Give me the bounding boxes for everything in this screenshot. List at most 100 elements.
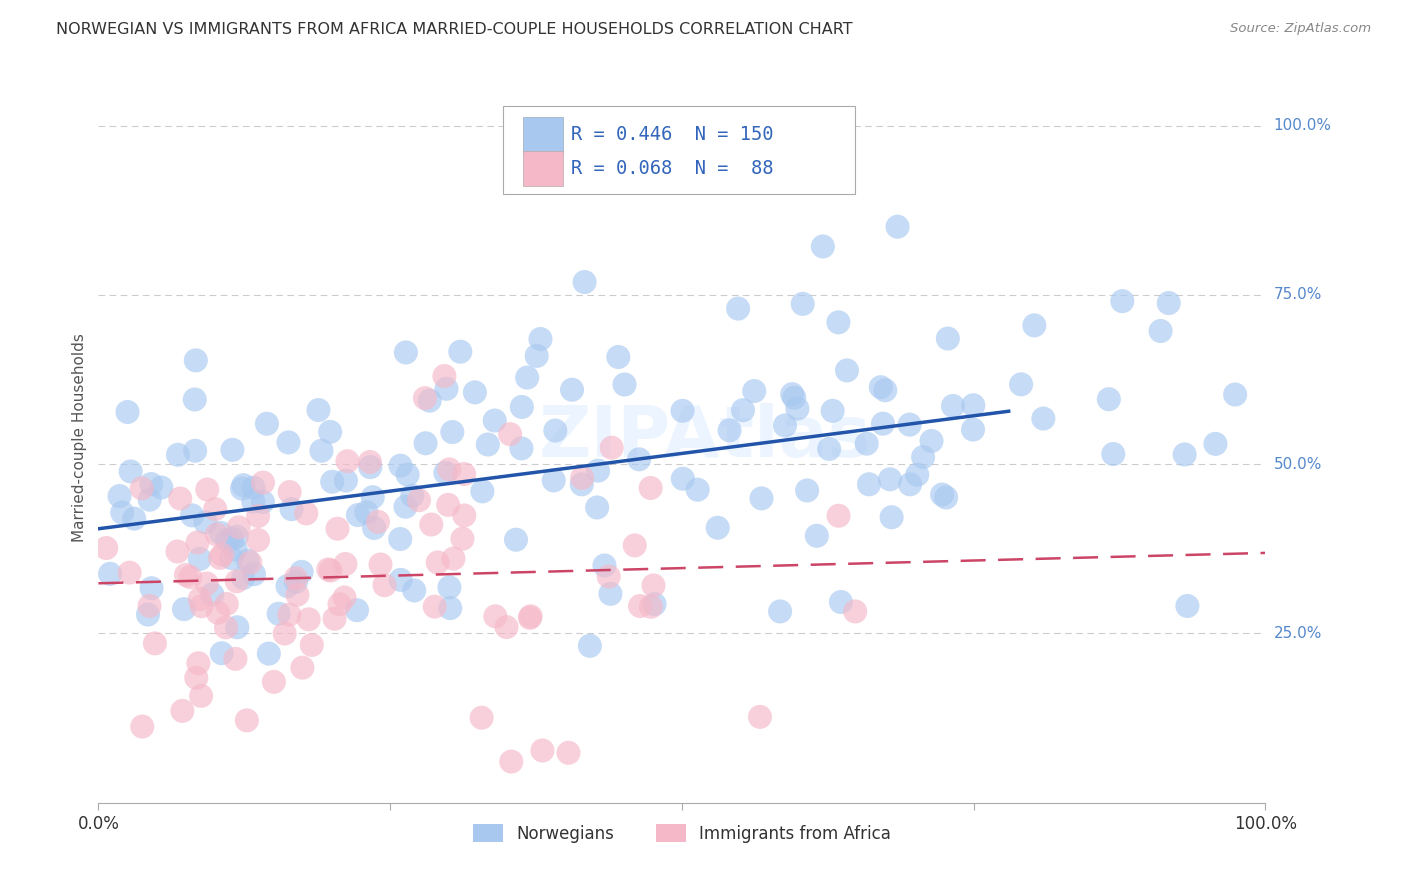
Point <box>543 474 565 488</box>
Point <box>257 647 280 661</box>
Point <box>505 533 527 547</box>
Point <box>593 558 616 573</box>
Point <box>792 297 814 311</box>
Point <box>217 533 239 547</box>
Point <box>225 574 247 589</box>
Point <box>396 467 419 482</box>
Point <box>215 620 238 634</box>
Point <box>323 612 346 626</box>
Point <box>256 417 278 431</box>
Point <box>111 506 134 520</box>
Point <box>441 425 464 439</box>
Point <box>439 580 461 594</box>
Point <box>138 599 160 613</box>
Point <box>936 332 959 346</box>
Point <box>935 491 957 505</box>
Point <box>571 471 593 485</box>
Point <box>335 557 357 571</box>
Point <box>290 565 312 579</box>
Point <box>510 442 533 456</box>
Point <box>336 454 359 468</box>
Point <box>962 423 984 437</box>
Point <box>295 506 318 520</box>
Point <box>278 607 301 622</box>
Point <box>172 704 194 718</box>
Point <box>827 315 849 329</box>
Point <box>672 472 695 486</box>
Point <box>413 391 436 405</box>
Point <box>844 604 866 618</box>
Point <box>623 538 645 552</box>
Point <box>195 576 218 591</box>
Point <box>484 609 506 624</box>
Point <box>287 588 309 602</box>
Point <box>308 403 330 417</box>
Point <box>239 556 262 570</box>
Point <box>179 570 201 584</box>
FancyBboxPatch shape <box>523 151 562 186</box>
Point <box>190 689 212 703</box>
Point <box>898 417 921 432</box>
Point <box>471 711 494 725</box>
Point <box>188 592 211 607</box>
Point <box>252 475 274 490</box>
Point <box>453 508 475 523</box>
Point <box>1204 437 1226 451</box>
Point <box>598 569 620 583</box>
Point <box>574 275 596 289</box>
FancyBboxPatch shape <box>523 118 562 153</box>
Point <box>501 755 523 769</box>
Point <box>471 484 494 499</box>
Point <box>231 482 253 496</box>
Point <box>436 382 458 396</box>
Point <box>363 521 385 535</box>
Point <box>166 544 188 558</box>
Point <box>98 566 121 581</box>
Text: 100.0%: 100.0% <box>1274 118 1331 133</box>
Point <box>783 391 806 405</box>
Point <box>640 481 662 495</box>
Point <box>519 609 541 624</box>
Point <box>252 495 274 509</box>
Point <box>209 550 232 565</box>
Point <box>136 607 159 622</box>
Point <box>415 436 437 450</box>
Point <box>600 441 623 455</box>
Point <box>173 602 195 616</box>
Point <box>671 404 693 418</box>
Point <box>347 508 370 522</box>
Point <box>346 603 368 617</box>
Point <box>875 384 897 398</box>
Point <box>880 510 903 524</box>
Point <box>443 551 465 566</box>
Point <box>599 587 621 601</box>
Point <box>236 553 259 567</box>
Point <box>686 483 709 497</box>
Point <box>858 477 880 491</box>
Point <box>586 464 609 478</box>
Point <box>194 516 217 530</box>
Point <box>181 508 204 523</box>
Point <box>835 363 858 377</box>
Point <box>204 502 226 516</box>
Point <box>284 574 307 589</box>
Point <box>225 530 247 544</box>
FancyBboxPatch shape <box>503 106 855 194</box>
Point <box>464 385 486 400</box>
Point <box>942 399 965 413</box>
Point <box>394 500 416 514</box>
Point <box>389 573 412 587</box>
Text: R = 0.446  N = 150: R = 0.446 N = 150 <box>571 126 773 145</box>
Point <box>1032 411 1054 425</box>
Point <box>211 548 233 562</box>
Point <box>301 638 323 652</box>
Point <box>361 490 384 504</box>
Point <box>328 597 350 611</box>
Point <box>643 578 665 592</box>
Point <box>516 370 538 384</box>
Point <box>872 417 894 431</box>
Point <box>215 597 238 611</box>
Point <box>727 301 749 316</box>
Point <box>169 491 191 506</box>
Point <box>1111 294 1133 309</box>
